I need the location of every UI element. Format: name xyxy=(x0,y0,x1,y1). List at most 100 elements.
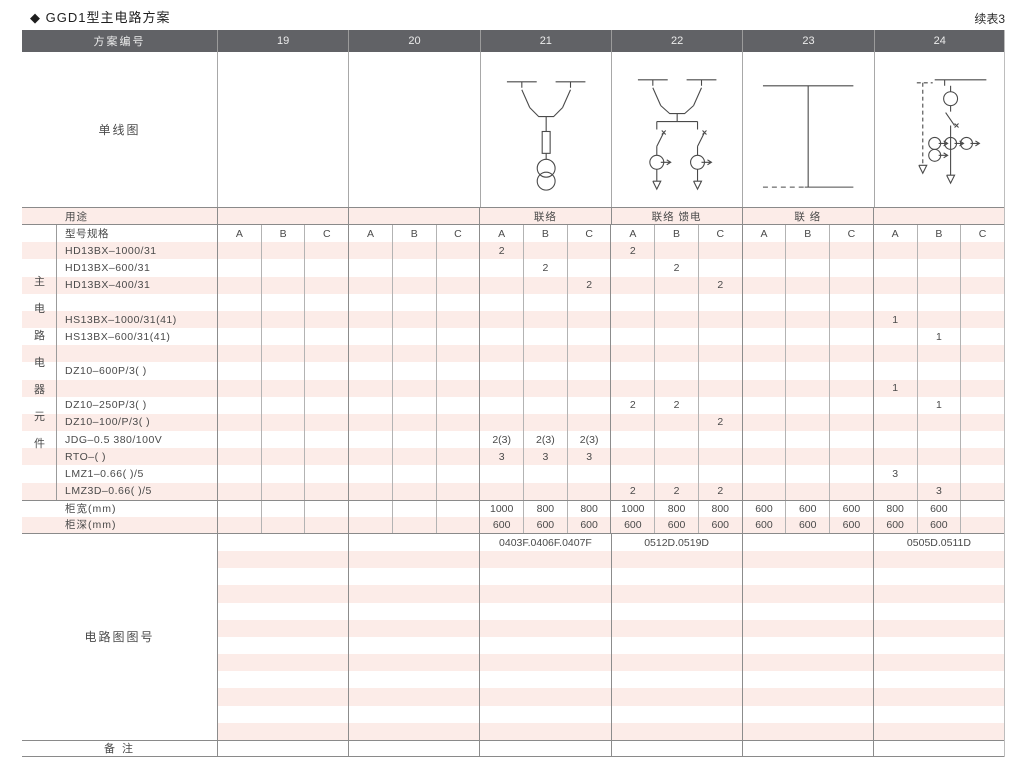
value-cell: 800 xyxy=(566,500,611,517)
value-cell xyxy=(523,242,567,260)
value-cell xyxy=(391,396,436,414)
value-cell xyxy=(348,293,392,311)
subheader-cell: C xyxy=(304,225,348,243)
value-cell xyxy=(304,293,348,311)
value-cell xyxy=(479,293,523,311)
value-cell xyxy=(435,242,480,260)
value-cell xyxy=(960,310,1004,329)
value-cell xyxy=(960,396,1004,414)
subheader-cell: A xyxy=(872,225,917,243)
value-cell xyxy=(697,293,742,311)
value-cell xyxy=(741,293,786,311)
value-cell: 3 xyxy=(916,482,961,500)
remark-cell-24 xyxy=(872,740,1004,756)
figure-cell-24 xyxy=(872,602,1004,620)
side-spacer xyxy=(22,259,57,277)
figure-cell-21 xyxy=(479,568,610,586)
value-cell xyxy=(697,362,742,380)
side-spacer xyxy=(22,225,57,243)
figure-row xyxy=(217,568,1004,586)
value-cell xyxy=(260,242,305,260)
figure-cell-23 xyxy=(741,533,873,552)
value-cell xyxy=(610,448,654,466)
side-spacer xyxy=(22,396,57,414)
value-cell xyxy=(566,465,611,483)
value-cell xyxy=(304,379,348,397)
figure-cell-22 xyxy=(610,551,742,569)
value-cell xyxy=(741,465,786,483)
figure-cell-21: 0403F.0406F.0407F xyxy=(479,533,610,552)
value-cell xyxy=(391,362,436,380)
value-cell xyxy=(654,293,698,311)
value-cell xyxy=(960,379,1004,397)
purpose-cell-20 xyxy=(348,208,479,225)
value-cell xyxy=(829,396,873,414)
value-cell: 600 xyxy=(829,500,873,517)
value-cell: 1 xyxy=(872,310,917,329)
value-cell xyxy=(566,379,611,397)
value-cell xyxy=(217,431,261,449)
value-cell xyxy=(304,345,348,363)
value-cell xyxy=(348,310,392,329)
remark-cell-23 xyxy=(741,740,873,756)
value-cell xyxy=(654,276,698,294)
value-cell xyxy=(916,310,961,329)
value-cell xyxy=(741,431,786,449)
value-cell xyxy=(260,328,305,346)
value-cell xyxy=(960,293,1004,311)
table-row xyxy=(22,345,1004,363)
value-cell xyxy=(260,345,305,363)
figure-cell-23 xyxy=(741,619,873,637)
value-cell xyxy=(304,413,348,432)
value-cell xyxy=(435,310,480,329)
value-cell xyxy=(785,345,829,363)
value-cell xyxy=(566,362,611,380)
value-cell xyxy=(435,328,480,346)
figure-cell-23 xyxy=(741,705,873,723)
value-cell xyxy=(348,516,392,533)
value-cell xyxy=(785,431,829,449)
value-cell: 600 xyxy=(610,516,654,533)
value-cell: 2 xyxy=(610,482,654,500)
value-cell xyxy=(960,276,1004,294)
scheme-table: 方案编号 19 20 21 22 23 24 单线图 xyxy=(22,30,1005,757)
value-cell xyxy=(435,448,480,466)
component-label: HD13BX–400/31 xyxy=(65,279,151,292)
subheader-label: 型号规格 xyxy=(65,228,109,241)
value-cell xyxy=(960,242,1004,260)
value-cell xyxy=(741,259,786,277)
figure-cell-19 xyxy=(217,602,348,620)
figure-cell-19 xyxy=(217,568,348,586)
value-cell xyxy=(654,328,698,346)
value-cell xyxy=(610,465,654,483)
value-cell xyxy=(479,328,523,346)
side-spacer xyxy=(22,345,57,363)
value-cell xyxy=(391,379,436,397)
figure-cell-23 xyxy=(741,688,873,706)
figure-cell-19 xyxy=(217,705,348,723)
value-cell xyxy=(348,413,392,432)
single-line-diagram-row: 单线图 xyxy=(22,52,1004,208)
value-cell xyxy=(610,328,654,346)
value-cell xyxy=(523,413,567,432)
value-cell: 800 xyxy=(654,500,698,517)
component-label: HD13BX–600/31 xyxy=(65,262,151,275)
figure-cell-19 xyxy=(217,671,348,689)
figure-cell-19 xyxy=(217,688,348,706)
value-cell xyxy=(217,482,261,500)
table-row: HD13BX–400/31 2 2 xyxy=(22,276,1004,294)
value-cell xyxy=(523,379,567,397)
single-line-diagram-21-icon xyxy=(506,81,586,191)
value-cell xyxy=(829,448,873,466)
value-cell xyxy=(479,310,523,329)
figure-cell-20 xyxy=(348,568,479,586)
value-cell xyxy=(260,379,305,397)
value-cell xyxy=(872,413,917,432)
value-cell xyxy=(479,362,523,380)
value-cell xyxy=(435,482,480,500)
figure-row xyxy=(217,705,1004,723)
value-cell: 1 xyxy=(916,328,961,346)
purpose-cell-21: 联络 xyxy=(479,208,610,225)
value-cell xyxy=(348,431,392,449)
figure-cell-21 xyxy=(479,671,610,689)
